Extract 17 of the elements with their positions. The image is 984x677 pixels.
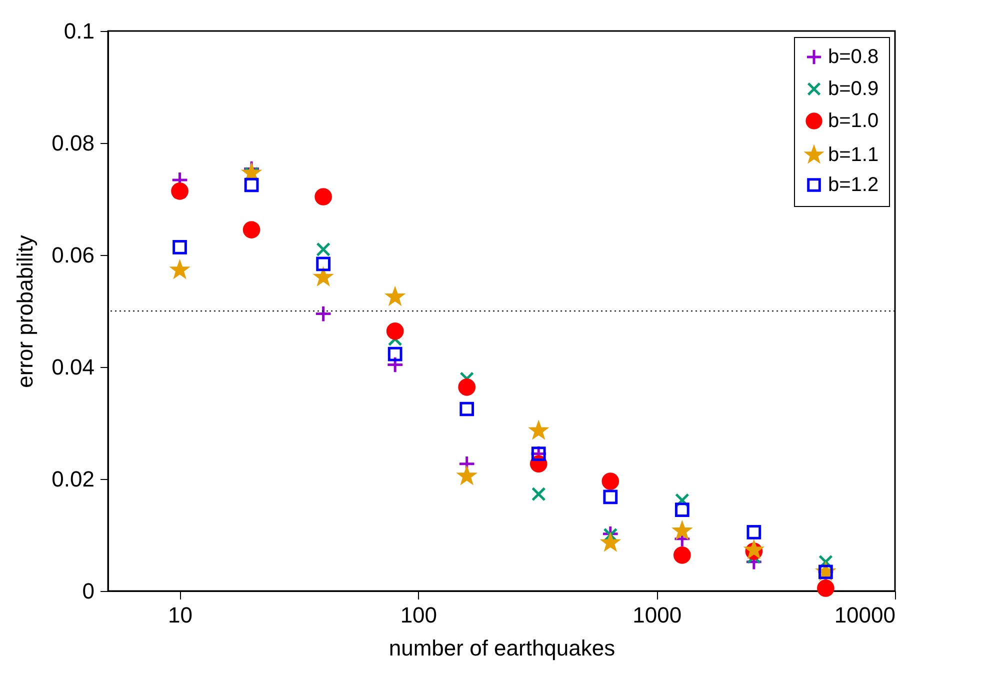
- legend-label: b=1.1: [828, 144, 879, 166]
- x-tick-label: 10000: [834, 602, 896, 628]
- y-axis-title: error probability: [12, 235, 38, 388]
- legend-label: b=1.0: [828, 110, 879, 132]
- y-tick-label: 0.06: [52, 242, 94, 268]
- y-tick-label: 0.04: [52, 354, 94, 380]
- x-axis-title: number of earthquakes: [388, 636, 616, 660]
- y-tick-label: 0.02: [52, 466, 94, 492]
- legend-label: b=1.2: [828, 174, 879, 196]
- legend-label: b=0.9: [828, 78, 879, 100]
- x-tick-label: 100: [400, 602, 438, 628]
- y-tick-label: 0.08: [52, 130, 94, 156]
- x-tick-label: 10: [168, 602, 193, 628]
- y-tick-label: 0: [82, 578, 94, 604]
- y-tick-label: 0.1: [64, 18, 94, 44]
- x-tick-label: 1000: [632, 602, 682, 628]
- legend-label: b=0.8: [828, 46, 879, 68]
